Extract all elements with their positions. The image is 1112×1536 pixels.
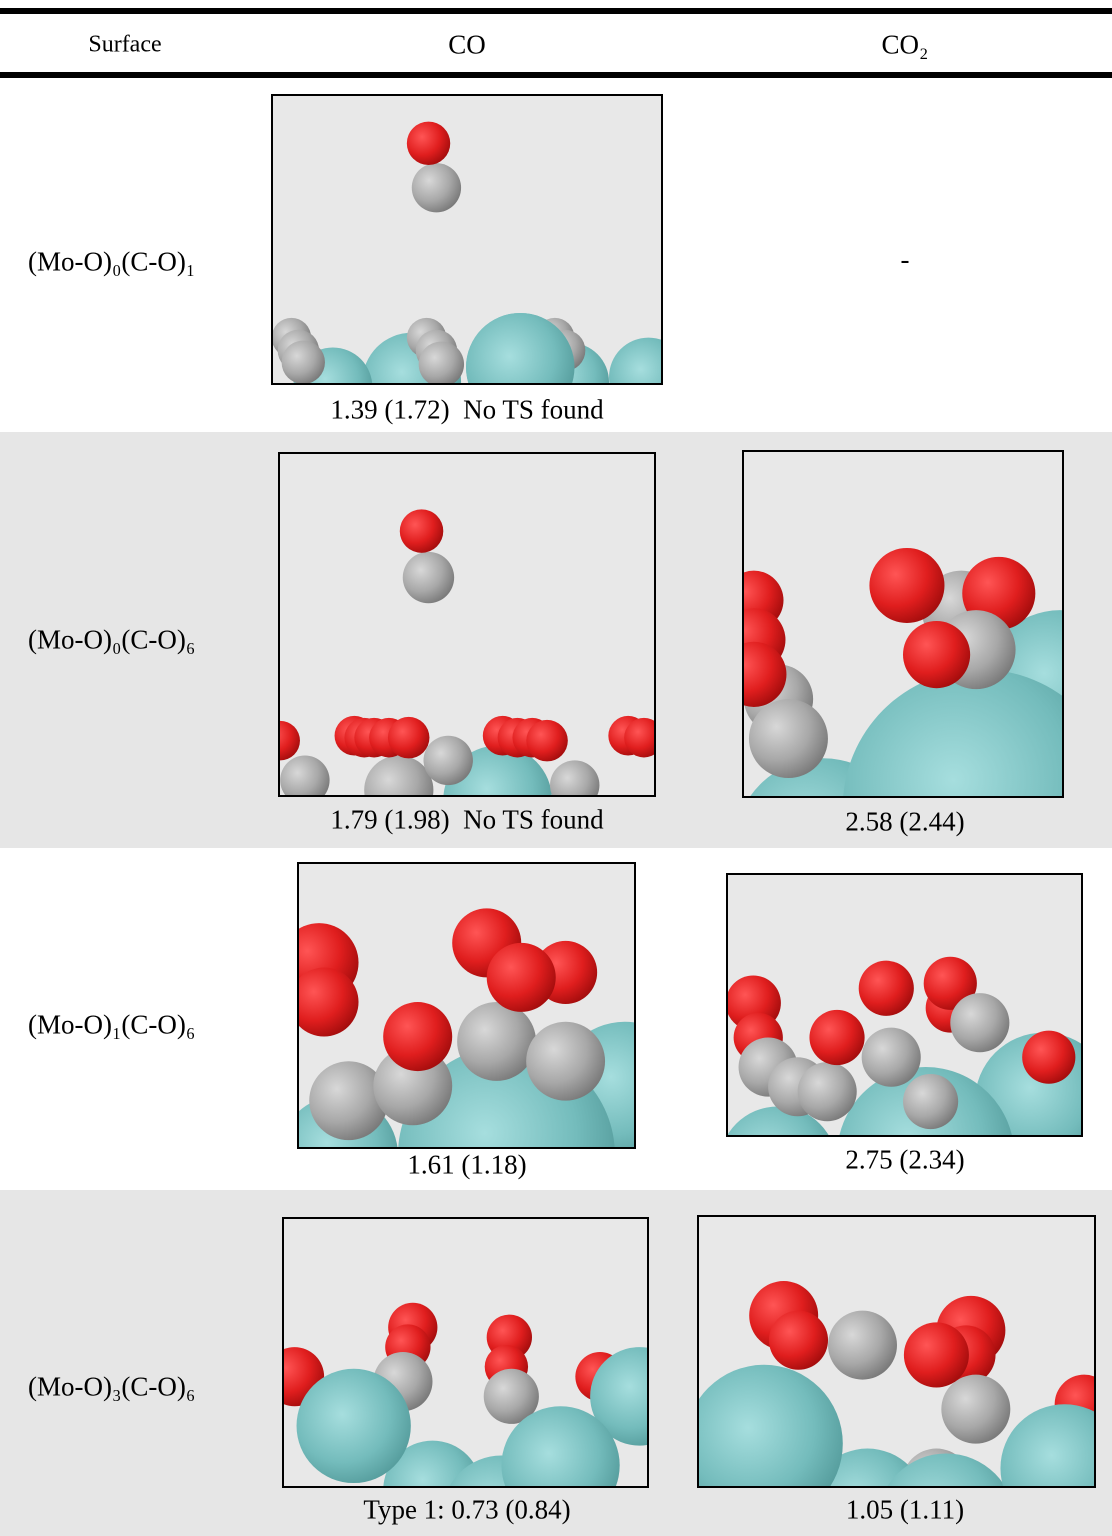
energy-caption: 1.61 (1.18) xyxy=(407,1149,527,1180)
surface-label: (Mo-O)₃(C-O)₆ xyxy=(28,1371,196,1402)
header-cell: CO₂ xyxy=(881,29,929,60)
header-cell: CO xyxy=(448,29,486,60)
structure-image xyxy=(742,450,1064,798)
structure-image xyxy=(697,1215,1096,1488)
energy-caption: Type 1: 0.73 (0.84) xyxy=(363,1494,571,1525)
surface-label: (Mo-O)₀(C-O)₆ xyxy=(28,624,196,655)
structure-image xyxy=(297,862,636,1149)
structure-image xyxy=(726,873,1083,1137)
energy-caption: 1.05 (1.11) xyxy=(845,1494,965,1525)
structure-image xyxy=(282,1217,649,1488)
energy-caption: 2.58 (2.44) xyxy=(845,806,965,837)
energy-caption: 1.79 (1.98) No TS found xyxy=(330,804,604,835)
energy-caption: - xyxy=(900,244,910,275)
energy-caption: 2.75 (2.34) xyxy=(845,1144,965,1175)
energy-caption: 1.39 (1.72) No TS found xyxy=(330,394,604,425)
structure-image xyxy=(278,452,656,797)
header-rule xyxy=(0,72,1112,78)
header-cell: Surface xyxy=(88,31,162,58)
structure-image xyxy=(271,94,663,385)
surface-label: (Mo-O)₀(C-O)₁ xyxy=(28,246,196,277)
top-rule xyxy=(0,8,1112,14)
surface-label: (Mo-O)₁(C-O)₆ xyxy=(28,1009,196,1040)
